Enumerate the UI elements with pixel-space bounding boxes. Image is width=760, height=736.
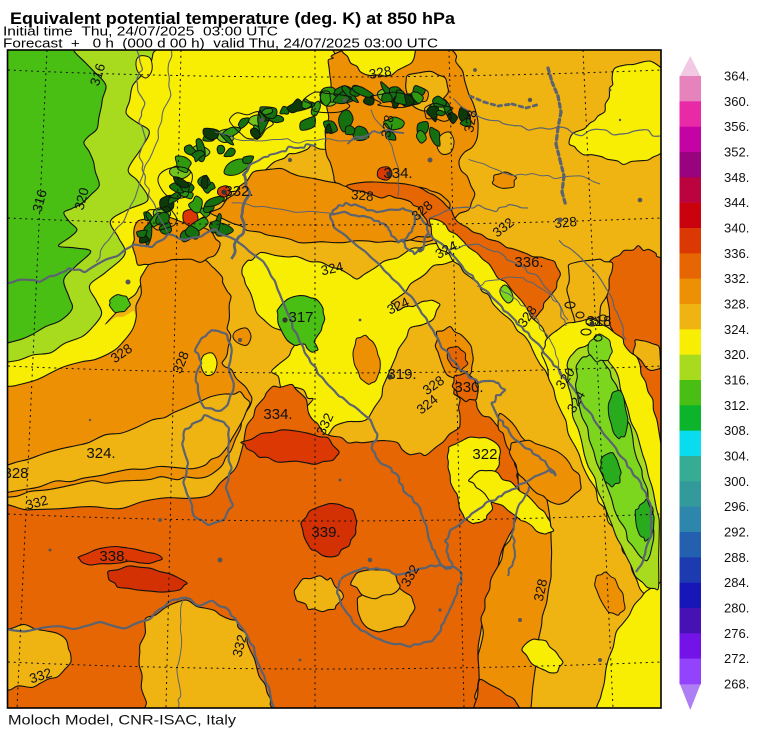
svg-text:319.: 319. (387, 366, 416, 383)
svg-text:Equivalent potential temperatu: Equivalent potential temperature (deg. K… (10, 10, 456, 28)
svg-text:348.: 348. (724, 170, 749, 185)
svg-text:336.: 336. (724, 246, 749, 261)
svg-text:300.: 300. (724, 474, 749, 489)
svg-text:344.: 344. (724, 195, 749, 210)
svg-text:Forecast + 0 h (000 d 00 h: Forecast + 0 h (000 d 00 h) valid Thu, 2… (3, 36, 438, 51)
svg-text:328: 328 (554, 214, 578, 231)
svg-text:316: 316 (29, 188, 49, 214)
svg-text:276.: 276. (724, 626, 749, 641)
svg-text:328: 328 (351, 187, 375, 204)
svg-text:280.: 280. (724, 601, 749, 616)
svg-text:328: 328 (3, 465, 28, 482)
svg-text:330.: 330. (454, 379, 483, 396)
svg-text:288.: 288. (724, 550, 749, 565)
svg-text:332.: 332. (724, 271, 749, 286)
svg-text:292.: 292. (724, 525, 749, 540)
svg-text:304.: 304. (724, 449, 749, 464)
svg-text:322.: 322. (472, 446, 501, 463)
svg-text:332: 332 (28, 665, 54, 686)
svg-text:332: 332 (24, 492, 50, 512)
svg-text:352.: 352. (724, 145, 749, 160)
svg-text:338.: 338. (99, 548, 128, 565)
svg-text:317: 317 (288, 309, 313, 326)
svg-text:324.: 324. (86, 445, 115, 462)
svg-text:308.: 308. (724, 423, 749, 438)
svg-text:268.: 268. (724, 677, 749, 692)
svg-text:328: 328 (378, 114, 397, 139)
svg-text:Initial time Thu, 24/07/2025: Initial time Thu, 24/07/2025 03:00 UTC (3, 24, 278, 39)
svg-text:328: 328 (368, 63, 393, 82)
svg-text:332: 332 (229, 633, 249, 659)
svg-text:312.: 312. (724, 398, 749, 413)
svg-text:316.: 316. (724, 373, 749, 388)
svg-text:328: 328 (461, 109, 480, 134)
svg-text:340.: 340. (724, 221, 749, 236)
svg-text:324.: 324. (724, 322, 749, 337)
svg-text:328.: 328. (724, 297, 749, 312)
svg-text:339.: 339. (311, 524, 340, 541)
svg-text:332.: 332. (224, 183, 253, 200)
svg-text:328: 328 (531, 577, 550, 602)
svg-text:360.: 360. (724, 94, 749, 109)
svg-text:356.: 356. (724, 119, 749, 134)
svg-text:334.: 334. (263, 406, 292, 423)
svg-text:296.: 296. (724, 499, 749, 514)
svg-text:316: 316 (87, 62, 108, 88)
svg-text:324: 324 (319, 259, 345, 278)
svg-text:284.: 284. (724, 575, 749, 590)
svg-text:334.: 334. (383, 165, 412, 182)
svg-text:336.: 336. (514, 254, 543, 271)
svg-text:Moloch Model, CNR-ISAC, Italy: Moloch Model, CNR-ISAC, Italy (8, 712, 236, 728)
svg-text:320.: 320. (724, 347, 749, 362)
svg-text:318: 318 (586, 313, 611, 330)
svg-text:364.: 364. (724, 69, 749, 84)
svg-text:320: 320 (71, 186, 91, 212)
svg-text:272.: 272. (724, 651, 749, 666)
